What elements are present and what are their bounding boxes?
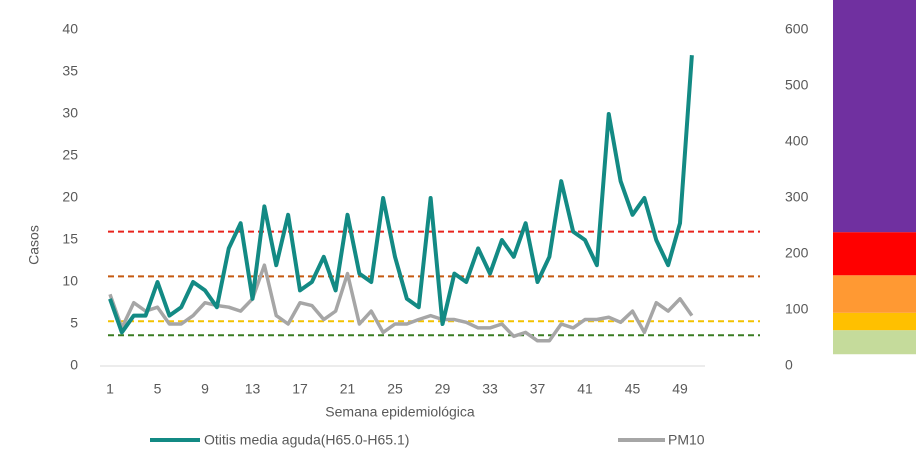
y-axis-title: Casos [26, 225, 42, 265]
y2-tick-label: 0 [785, 357, 793, 373]
x-tick-label: 5 [154, 381, 162, 397]
y-tick-label: 40 [62, 21, 78, 37]
x-tick-label: 41 [577, 381, 593, 397]
y2-tick-label: 200 [785, 245, 809, 261]
series-line [108, 55, 694, 335]
x-tick-label: 21 [340, 381, 356, 397]
x-tick-label: 13 [245, 381, 261, 397]
y-tick-label: 35 [62, 63, 78, 79]
y-tick-label: 25 [62, 147, 78, 163]
aqi-band [833, 232, 916, 276]
legend-label: PM10 [668, 432, 705, 448]
y2-tick-label: 500 [785, 77, 809, 93]
x-tick-label: 25 [387, 381, 403, 397]
aqi-band [833, 312, 916, 331]
x-tick-label: 49 [672, 381, 688, 397]
y-tick-label: 10 [62, 273, 78, 289]
x-tick-label: 45 [625, 381, 641, 397]
y-tick-label: 15 [62, 231, 78, 247]
aqi-band [833, 330, 916, 355]
x-tick-label: 29 [435, 381, 451, 397]
y-tick-label: 30 [62, 105, 78, 121]
legend-label: Otitis media aguda(H65.0-H65.1) [204, 432, 409, 448]
x-tick-label: 17 [292, 381, 308, 397]
y-tick-label: 0 [70, 357, 78, 373]
y2-tick-label: 400 [785, 133, 809, 149]
aqi-band [833, 275, 916, 313]
y2-tick-label: 300 [785, 189, 809, 205]
aqi-band [833, 0, 916, 233]
y-tick-label: 5 [70, 315, 78, 331]
series-line [108, 263, 694, 343]
y2-tick-label: 100 [785, 301, 809, 317]
x-tick-label: 9 [201, 381, 209, 397]
x-axis-title: Semana epidemiológica [325, 404, 475, 420]
x-tick-label: 1 [106, 381, 114, 397]
y-tick-label: 20 [62, 189, 78, 205]
x-tick-label: 33 [482, 381, 498, 397]
x-tick-label: 37 [530, 381, 546, 397]
y2-tick-label: 600 [785, 21, 809, 37]
